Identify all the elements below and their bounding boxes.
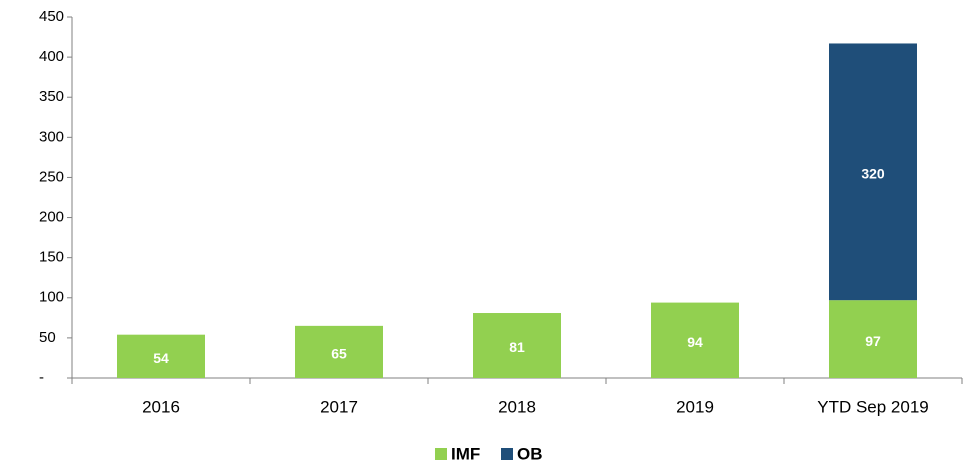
value-label: 320 [861, 166, 885, 182]
bar-segment [473, 313, 561, 378]
bar-segment [295, 325, 383, 378]
value-label: 54 [153, 350, 169, 366]
x-tick-label: 2017 [320, 397, 358, 416]
y-tick-label: 50 [39, 329, 56, 346]
y-tick-label: - [39, 369, 44, 386]
bar-segment [117, 334, 205, 378]
value-label: 94 [687, 334, 703, 350]
y-tick-label: 100 [39, 289, 64, 306]
x-tick-label: 2018 [498, 397, 536, 416]
y-tick-label: 200 [39, 209, 64, 226]
x-tick-label: 2016 [142, 397, 180, 416]
y-tick-label: 250 [39, 168, 64, 185]
y-tick-label: 300 [39, 128, 64, 145]
x-tick-label: 2019 [676, 397, 714, 416]
x-tick-label: YTD Sep 2019 [817, 397, 929, 416]
y-tick-label: 400 [39, 48, 64, 65]
bar-segment [829, 43, 917, 301]
y-tick-label: 150 [39, 249, 64, 266]
legend-swatch [435, 448, 447, 460]
value-label: 81 [509, 339, 525, 355]
value-label: 97 [865, 333, 881, 349]
bar-segment [651, 302, 739, 378]
legend-swatch [501, 448, 513, 460]
value-label: 65 [331, 346, 347, 362]
bar-segment [829, 300, 917, 378]
y-tick-label: 350 [39, 88, 64, 105]
legend-label: OB [517, 444, 543, 463]
legend-label: IMF [451, 444, 480, 463]
y-tick-label: 450 [39, 8, 64, 25]
